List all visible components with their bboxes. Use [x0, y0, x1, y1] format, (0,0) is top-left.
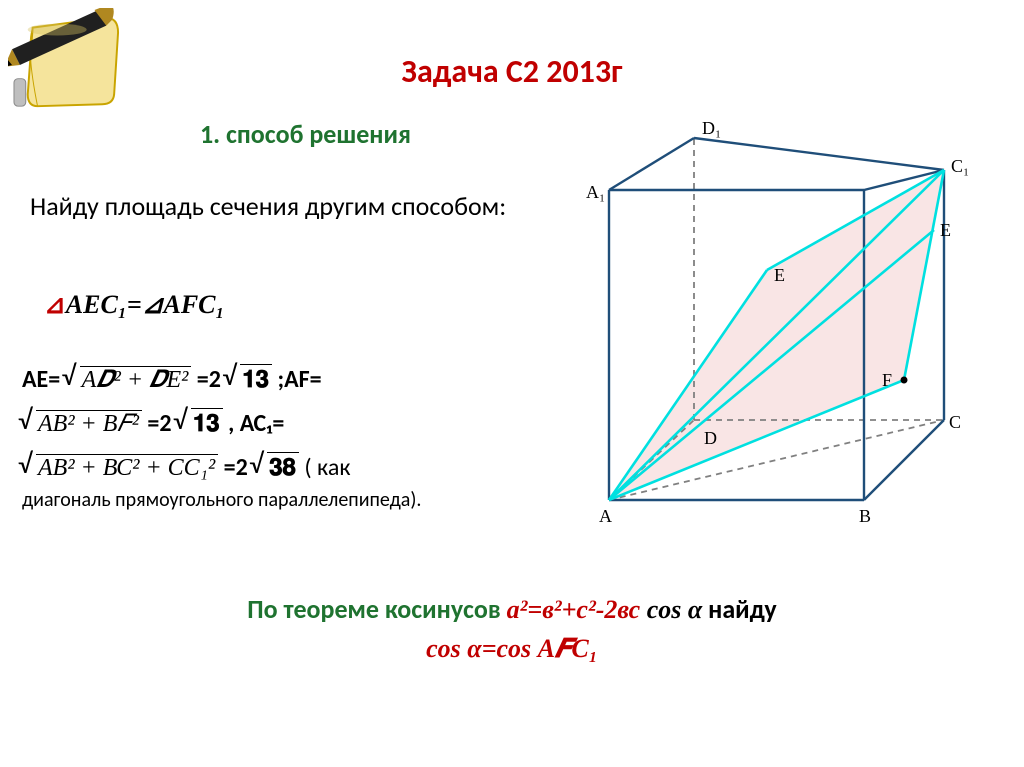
- prism-diagram: A B C D A₁ C₁ D₁ E F E: [584, 130, 964, 530]
- vertex-label-A: A: [599, 506, 612, 527]
- vertex-label-D: D: [704, 428, 717, 449]
- triangle-equality: ⊿АЕС₁=⊿АFС₁: [44, 288, 225, 320]
- vertex-label-E: E: [774, 265, 785, 286]
- intro-paragraph: Найду площадь сечения другим способом:: [30, 190, 560, 222]
- vertex-label-F: F: [882, 370, 892, 391]
- vertex-label-E2: E: [940, 220, 951, 241]
- conclusion: По теореме косинусов а²=в²+с²-2вс cos α …: [0, 590, 1024, 668]
- vertex-label-C1: C₁: [951, 156, 969, 177]
- vertex-label-A1: A₁: [586, 182, 605, 203]
- diagonal-note: диагональ прямоугольного параллелепипеда…: [22, 488, 552, 512]
- length-equations: АЕ= А𝑫² + 𝑫Е² =2 𝟏𝟑 ;АF= АВ² + В𝐹² =2 𝟏𝟑…: [22, 358, 552, 490]
- vertex-label-B: B: [859, 506, 871, 527]
- subtitle: 1. cпособ решения: [200, 118, 411, 150]
- vertex-label-D1: D₁: [702, 118, 721, 139]
- vertex-label-C: C: [949, 412, 961, 433]
- page-title: Задача С2 2013г: [0, 52, 1024, 91]
